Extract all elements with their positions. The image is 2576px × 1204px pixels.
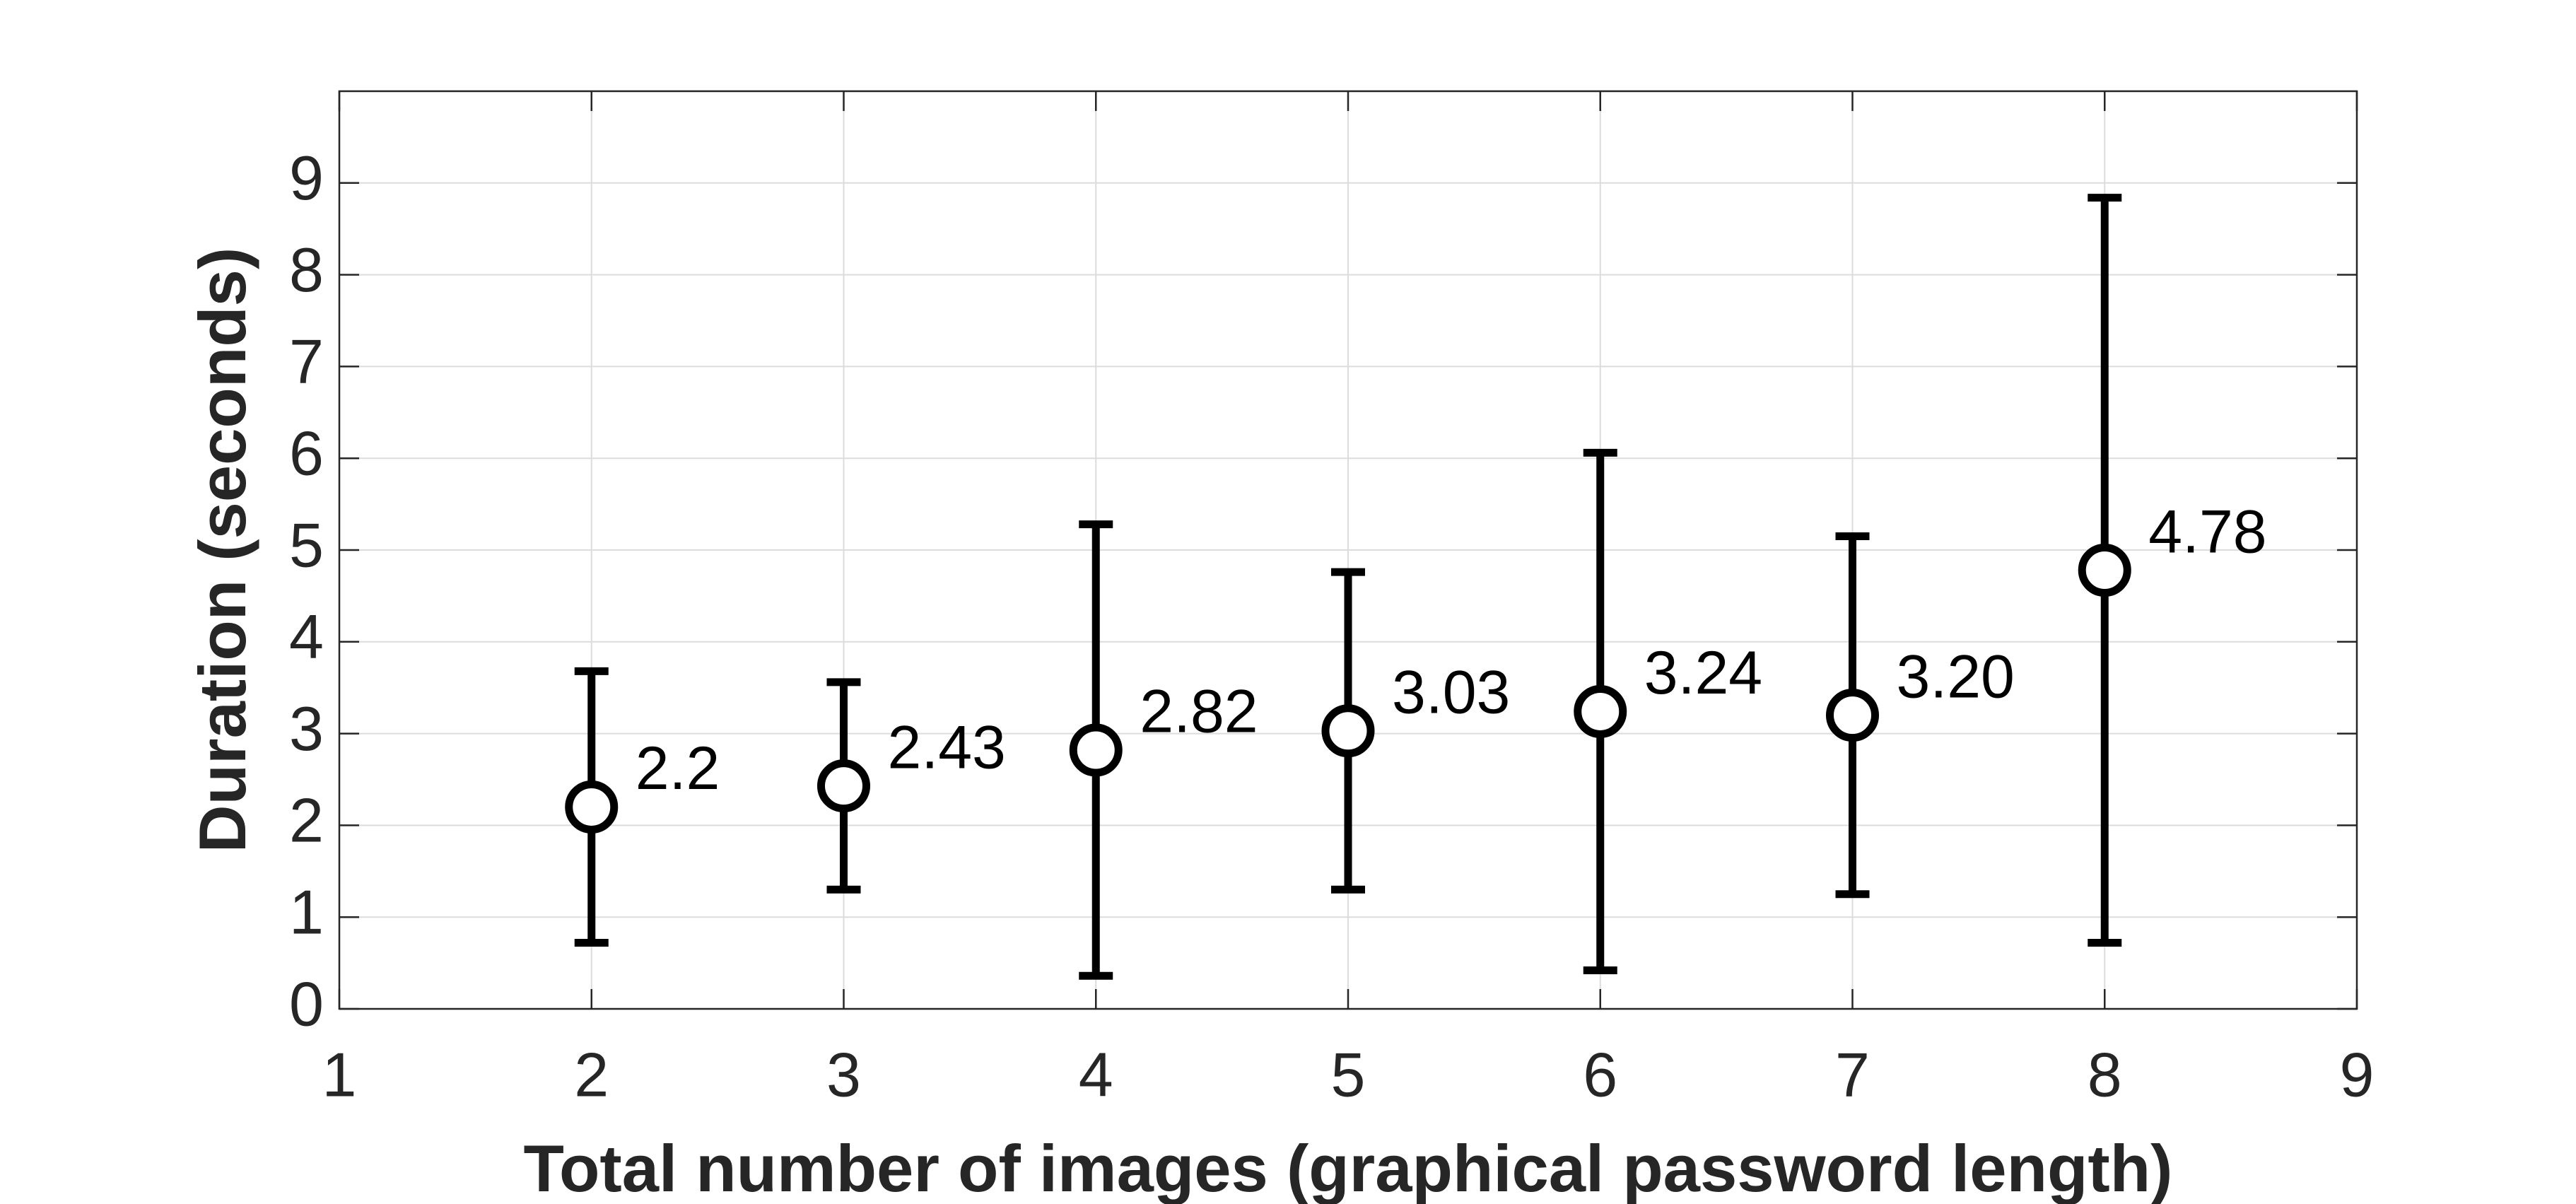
x-tick-label: 3: [826, 1039, 861, 1109]
x-tick-label: 2: [574, 1039, 609, 1109]
marker: [817, 759, 870, 813]
y-tick-label: 5: [289, 510, 324, 580]
x-tick-label: 7: [1835, 1039, 1870, 1109]
x-tick-label: 9: [2340, 1039, 2375, 1109]
value-label: 2.2: [636, 735, 720, 802]
y-axis-label: Duration (seconds): [185, 247, 259, 853]
y-tick-label: 1: [289, 877, 324, 947]
y-tick-label: 3: [289, 694, 324, 764]
value-label: 3.03: [1392, 658, 1510, 726]
y-tick-label: 9: [289, 143, 324, 213]
value-label: 2.43: [888, 713, 1006, 781]
y-tick-label: 2: [289, 785, 324, 855]
marker: [2078, 544, 2131, 597]
marker: [565, 780, 619, 834]
marker: [1574, 684, 1627, 738]
y-tick-label: 4: [289, 602, 324, 672]
x-tick-label: 4: [1079, 1039, 1113, 1109]
value-label: 4.78: [2148, 498, 2266, 566]
y-tick-label: 8: [289, 235, 324, 305]
y-tick-label: 7: [289, 327, 324, 397]
y-tick-label: 0: [289, 969, 324, 1039]
value-label: 3.20: [1897, 643, 2015, 711]
y-tick-label: 6: [289, 418, 324, 488]
marker: [1321, 704, 1375, 758]
x-tick-label: 6: [1583, 1039, 1617, 1109]
x-tick-label: 5: [1331, 1039, 1366, 1109]
x-tick-label: 1: [322, 1039, 357, 1109]
marker: [1069, 723, 1123, 777]
x-axis-label: Total number of images (graphical passwo…: [524, 1131, 2173, 1204]
marker: [1826, 689, 1879, 742]
axes-box: [338, 90, 2358, 1010]
value-label: 2.82: [1140, 678, 1258, 746]
x-tick-label: 8: [2088, 1039, 2122, 1109]
value-label: 3.24: [1644, 639, 1762, 707]
